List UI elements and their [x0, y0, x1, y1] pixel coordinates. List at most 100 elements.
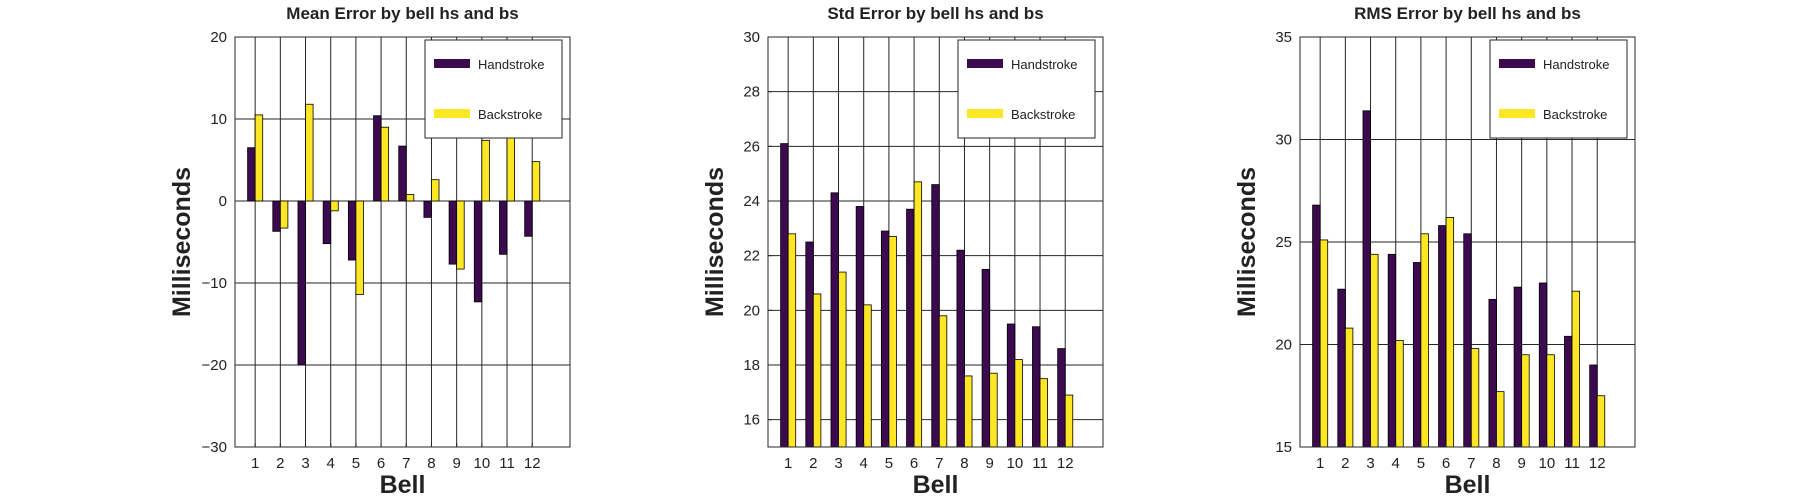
x-tick-label: 1: [784, 455, 792, 472]
bar: [1596, 395, 1606, 448]
bar: [1412, 262, 1422, 448]
bar: [297, 200, 306, 366]
x-tick-label: 12: [1057, 455, 1074, 472]
x-tick-label: 4: [1392, 455, 1400, 472]
bar: [1488, 298, 1497, 448]
bar: [1513, 286, 1523, 448]
y-tick-label: 20: [743, 302, 760, 319]
x-tick-label: 2: [809, 455, 817, 472]
bar: [855, 206, 865, 448]
bar: [1395, 339, 1404, 448]
bar: [1337, 288, 1346, 448]
bar: [1370, 253, 1379, 448]
x-tick-label: 9: [1517, 455, 1525, 472]
bar: [531, 161, 541, 202]
y-tick-label: 20: [210, 29, 227, 46]
bar: [1463, 233, 1472, 448]
x-tick-label: 7: [935, 455, 943, 472]
bar: [247, 147, 256, 202]
bar: [863, 304, 872, 448]
bar: [347, 200, 357, 261]
x-tick-label: 6: [910, 455, 918, 472]
bar: [448, 200, 458, 265]
bar: [830, 192, 839, 448]
x-tick-label: 4: [327, 455, 335, 472]
bar: [1344, 327, 1354, 448]
x-tick-label: 7: [1467, 455, 1475, 472]
legend-label: Backstroke: [1011, 107, 1075, 122]
legend-box: [957, 39, 1096, 139]
x-tick-label: 11: [1032, 455, 1048, 472]
y-tick-label: 26: [743, 138, 760, 155]
y-tick-label: 15: [1275, 439, 1292, 456]
legend-swatch: [434, 59, 470, 68]
y-tick-label: 0: [219, 193, 227, 210]
bar: [423, 200, 432, 218]
x-axis-label: Bell: [913, 471, 959, 499]
x-tick-label: 12: [524, 455, 541, 472]
bar: [254, 114, 264, 202]
bar: [355, 200, 364, 295]
bar: [1546, 354, 1555, 448]
x-tick-label: 1: [1316, 455, 1324, 472]
bar: [481, 139, 490, 202]
y-tick-label: −20: [202, 357, 227, 374]
bar: [1387, 253, 1397, 448]
y-axis-label: Milliseconds: [168, 167, 196, 317]
x-tick-label: 3: [1366, 455, 1374, 472]
bar: [1319, 239, 1329, 448]
x-tick-label: 10: [1006, 455, 1023, 472]
bar: [1470, 348, 1480, 448]
bar: [1538, 282, 1548, 448]
bar: [380, 126, 390, 202]
y-tick-label: 24: [743, 193, 760, 210]
bar: [1006, 323, 1016, 448]
legend-box: [424, 39, 563, 139]
bar: [1362, 110, 1371, 448]
x-tick-label: 6: [1442, 455, 1450, 472]
y-tick-label: 35: [1275, 29, 1292, 46]
x-tick-label: 3: [301, 455, 309, 472]
bar: [1014, 359, 1023, 448]
axes-box: [767, 36, 1104, 448]
x-tick-label: 9: [452, 455, 460, 472]
bar: [1438, 225, 1447, 448]
x-axis-label: Bell: [1445, 471, 1491, 499]
y-tick-label: −10: [202, 275, 227, 292]
axes-box: [234, 36, 571, 448]
y-tick-label: 25: [1275, 234, 1292, 251]
y-tick-label: 16: [743, 412, 760, 429]
y-axis-label: Milliseconds: [701, 167, 729, 317]
x-tick-label: 8: [1492, 455, 1500, 472]
legend: Handstroke Backstroke: [1489, 39, 1628, 139]
bar: [456, 200, 465, 270]
bar: [787, 233, 797, 448]
bar: [812, 293, 822, 448]
bar: [330, 200, 339, 212]
legend-swatch: [434, 109, 470, 118]
legend-label: Backstroke: [478, 107, 542, 122]
bar: [805, 241, 814, 448]
y-tick-label: −30: [202, 439, 227, 456]
bar: [906, 208, 915, 448]
bar: [888, 236, 897, 448]
bar: [322, 200, 332, 245]
legend-label: Handstroke: [1011, 57, 1077, 72]
legend-label: Handstroke: [1543, 57, 1609, 72]
bar: [931, 184, 940, 448]
x-tick-label: 5: [885, 455, 893, 472]
bar: [1496, 391, 1505, 448]
bar: [1039, 378, 1048, 448]
y-tick-label: 30: [1275, 132, 1292, 149]
x-tick-label: 7: [402, 455, 410, 472]
bar: [780, 143, 789, 448]
y-tick-label: 10: [210, 111, 227, 128]
bar: [1521, 354, 1530, 448]
y-tick-label: 20: [1275, 337, 1292, 354]
bar: [373, 115, 382, 202]
bar: [1445, 216, 1455, 448]
x-tick-label: 12: [1589, 455, 1606, 472]
